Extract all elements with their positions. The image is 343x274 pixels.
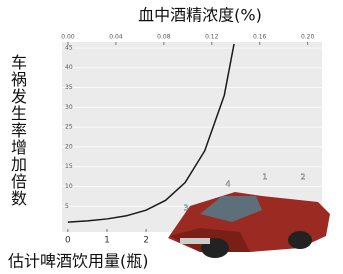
- chart: 血中酒精浓度(%) 估计啤酒饮用量(瓶) 510152025303540450.…: [0, 0, 343, 274]
- y-tick-label: 40: [65, 64, 73, 71]
- x-axis-label: 估计啤酒饮用量(瓶): [8, 252, 149, 271]
- x-tick-label: 1: [104, 236, 110, 246]
- top-tick-label: 0.12: [205, 34, 219, 41]
- x-tick-label: 2: [143, 236, 149, 246]
- top-tick-label: 0.20: [301, 34, 315, 41]
- y-tick-label: 45: [65, 44, 73, 51]
- y-tick-label: 35: [65, 84, 73, 91]
- y-tick-label: 10: [65, 183, 73, 190]
- top-tick-label: 0.08: [157, 34, 171, 41]
- y-tick-label: 25: [65, 124, 73, 131]
- y-tick-label: 5: [65, 203, 69, 210]
- y-tick-label: 30: [65, 104, 73, 111]
- part-label: 3: [183, 204, 188, 213]
- part-label: 1: [262, 173, 267, 182]
- part-label: 4: [225, 180, 230, 189]
- x-tick-label: 0: [65, 236, 71, 246]
- part-label: 2: [300, 173, 305, 182]
- y-axis-label: 车祸发生率增加倍数: [8, 54, 26, 207]
- page: 血中酒精浓度(%) 估计啤酒饮用量(瓶) 510152025303540450.…: [0, 0, 343, 274]
- y-tick-label: 15: [65, 163, 73, 170]
- top-tick-label: 0.16: [253, 34, 267, 41]
- top-tick-label: 0.00: [61, 34, 75, 41]
- chart-title: 血中酒精浓度(%): [138, 6, 262, 25]
- top-tick-label: 0.04: [109, 34, 123, 41]
- y-tick-label: 20: [65, 143, 73, 150]
